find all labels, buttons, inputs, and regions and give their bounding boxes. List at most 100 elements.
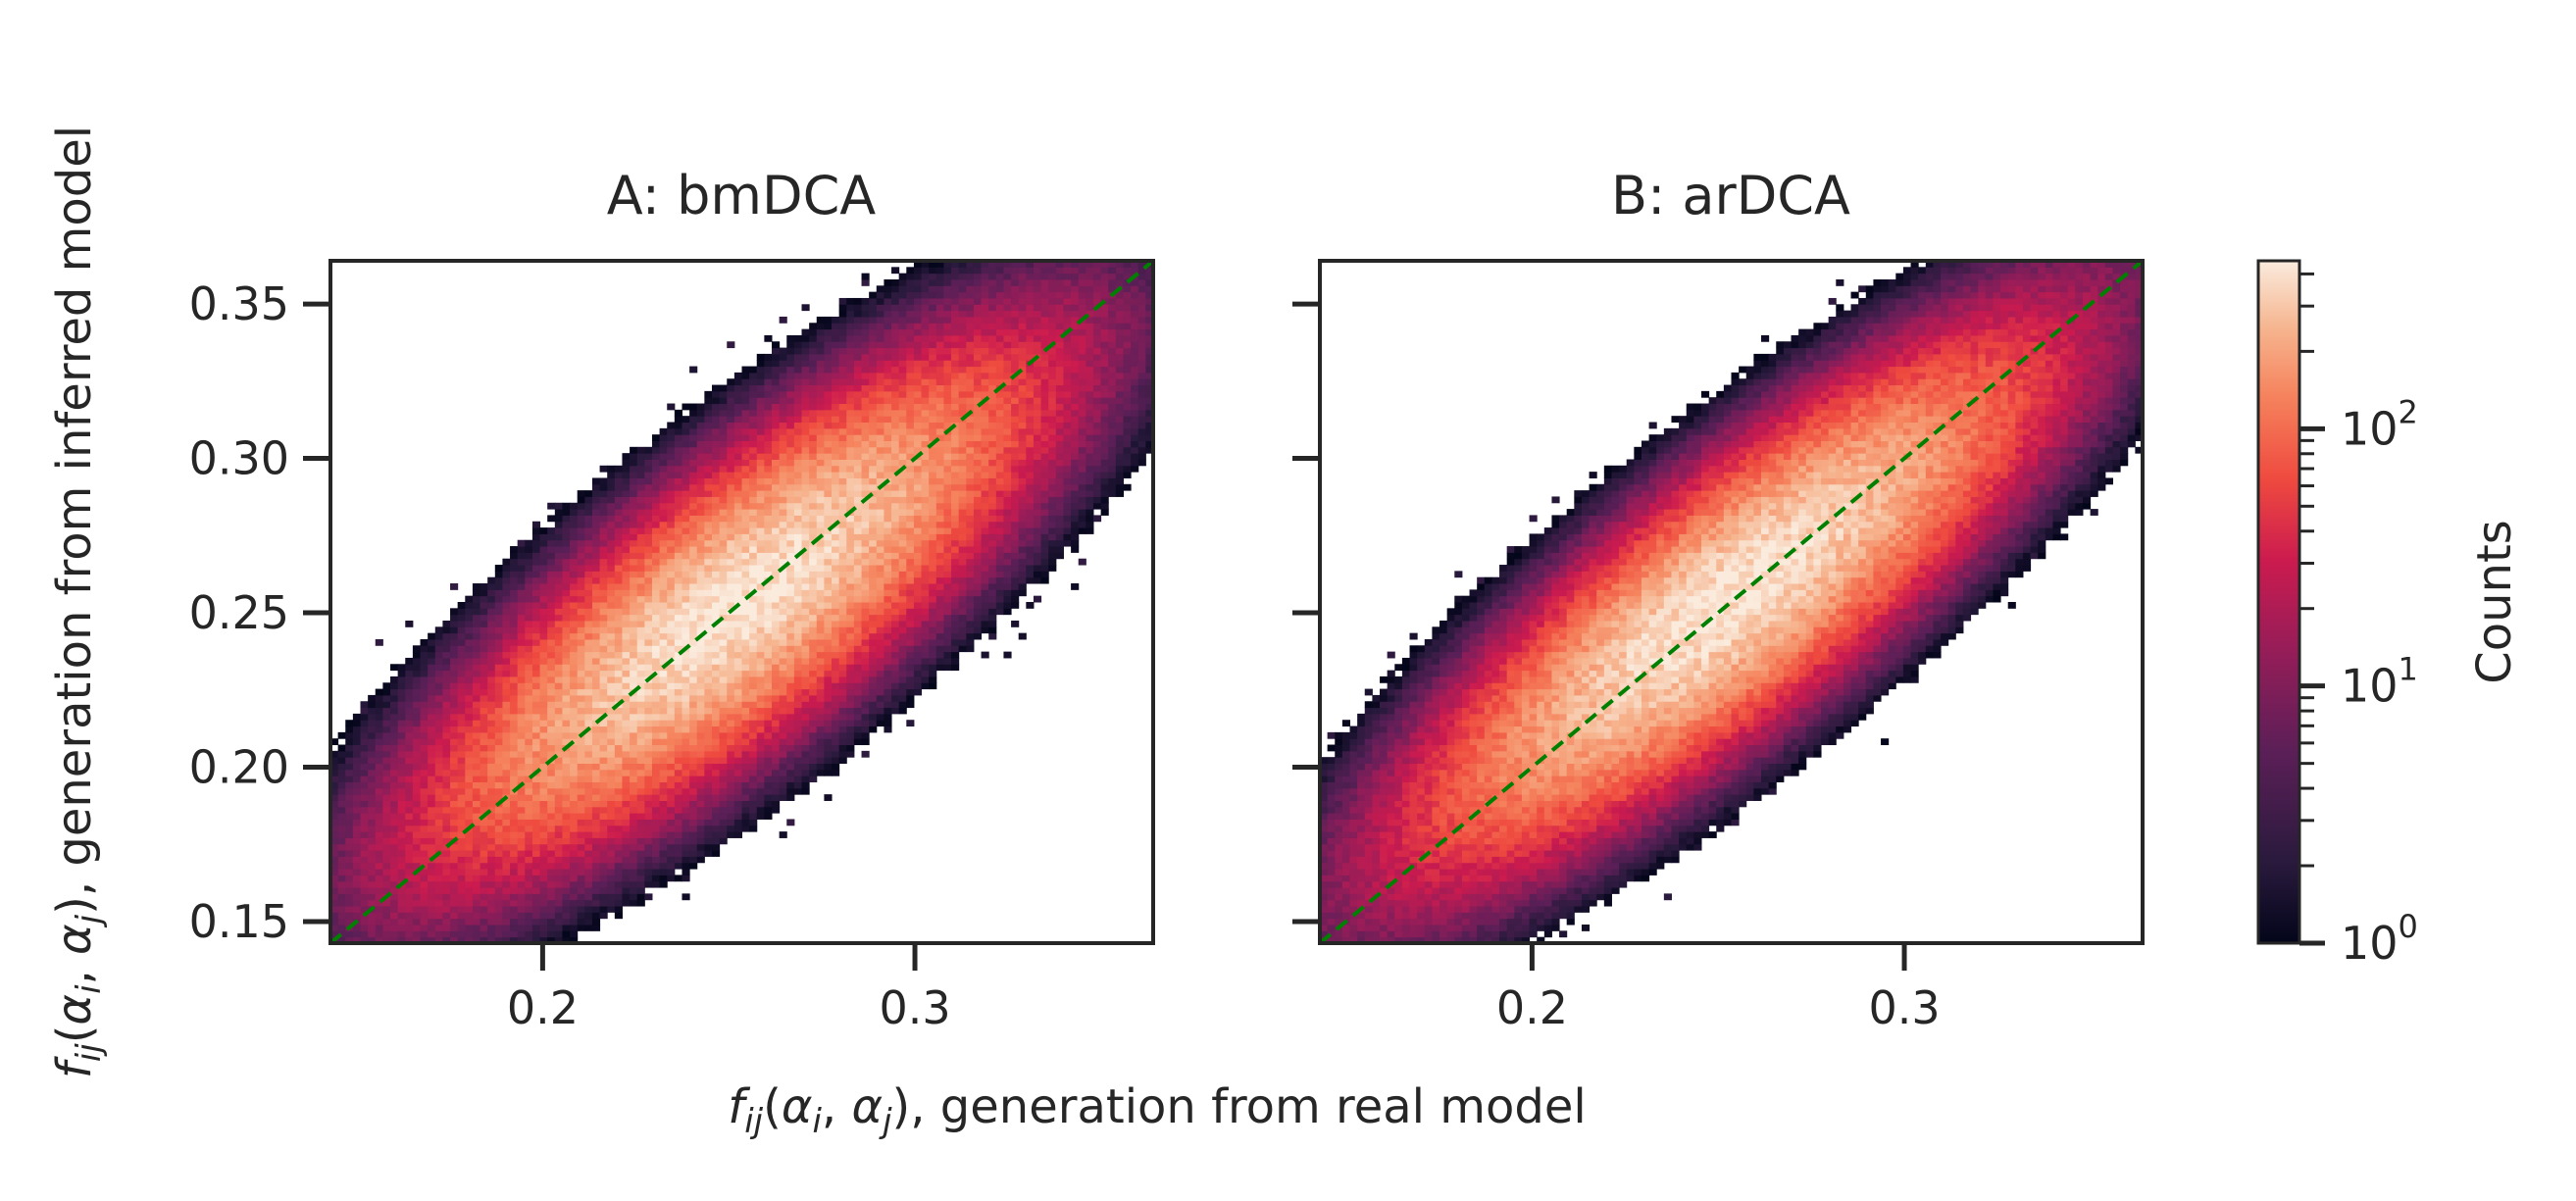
heatmap-cell [375,738,383,746]
heatmap-cell [517,763,526,771]
heatmap-cell [711,626,721,634]
heatmap-cell [412,856,422,864]
heatmap-cell [756,446,765,454]
heatmap-cell [599,682,608,690]
heatmap-cell [711,731,721,739]
heatmap-cell [682,583,690,590]
heatmap-cell [502,787,511,795]
heatmap-cell [547,713,556,721]
heatmap-cell [733,527,742,534]
heatmap-cell [711,509,721,516]
heatmap-cell [517,682,526,690]
heatmap-cell [809,397,818,405]
heatmap-cell [651,632,661,640]
heatmap-cell [861,701,870,709]
heatmap-cell [531,831,541,838]
heatmap-cell [704,496,713,504]
heatmap-cell [630,608,638,616]
heatmap-cell [727,676,735,683]
heatmap-cell [510,912,519,920]
heatmap-cell [846,515,855,523]
heatmap-cell [832,701,840,709]
heatmap-cell [390,707,399,715]
heatmap-cell [494,713,503,721]
heatmap-cell [674,750,682,758]
heatmap-cell [502,781,511,789]
heatmap-cell [838,416,847,424]
heatmap-cell [375,843,383,851]
heatmap-cell [772,565,781,572]
heatmap-cell [861,546,870,553]
heatmap-cell [682,701,690,709]
heatmap-cell [733,813,742,820]
heatmap-cell [793,490,803,497]
heatmap-cell [390,776,399,782]
heatmap-cell [614,682,623,690]
heatmap-cell [876,670,884,677]
heatmap-cell [457,912,466,920]
heatmap-cell [719,813,728,820]
heatmap-cell [390,731,399,739]
heatmap-cell [741,707,750,715]
heatmap-cell [786,477,795,485]
heatmap-cell [547,576,556,584]
heatmap-cell [704,694,713,702]
heatmap-cell [330,918,339,926]
heatmap-cell [846,638,855,646]
heatmap-cell [502,813,511,820]
heatmap-cell [772,397,781,405]
heatmap-cell [622,869,631,876]
heatmap-cell [696,440,705,448]
heatmap-cell [517,657,526,665]
heatmap-cell [824,757,833,765]
heatmap-cell [457,856,466,864]
heatmap-cell [898,477,907,485]
heatmap-cell [622,713,631,721]
heatmap-cell [599,781,608,789]
heatmap-cell [428,925,436,931]
heatmap-cell [711,738,721,746]
heatmap-cell [531,632,541,640]
heatmap-cell [517,850,526,857]
heatmap-cell [786,664,795,672]
heatmap-cell [525,744,533,752]
heatmap-cell [622,875,631,882]
heatmap-cell [494,750,503,758]
heatmap-cell [891,676,900,683]
heatmap-cell [756,403,765,411]
heatmap-cell [352,887,362,894]
heatmap-cell [846,397,855,405]
heatmap-cell [622,688,631,696]
heatmap-cell [764,763,773,771]
heatmap-cell [861,614,870,622]
heatmap-cell [741,472,750,478]
heatmap-cell [644,670,653,677]
heatmap-cell [390,738,399,746]
heatmap-cell [622,477,631,485]
heatmap-cell [622,546,631,553]
heatmap-cell [704,403,713,411]
heatmap-cell [428,819,436,826]
heatmap-cell [337,763,346,771]
heatmap-cell [420,825,429,832]
heatmap-cell [487,731,496,739]
heatmap-cell [898,632,907,640]
heatmap-cell [876,328,884,336]
heatmap-cell [360,918,369,926]
heatmap-cell [869,440,878,448]
heatmap-cell [531,707,541,715]
heatmap-cell [584,813,593,820]
heatmap-cell [494,837,503,845]
heatmap-cell [749,694,758,702]
heatmap-cell [764,781,773,789]
heatmap-cell [764,366,773,374]
heatmap-cell [816,589,825,597]
heatmap-cell [853,707,863,715]
heatmap-cell [727,626,735,634]
heatmap-cell [591,738,601,746]
heatmap-cell [375,707,383,715]
heatmap-cell [711,694,721,702]
heatmap-cell [756,776,765,782]
heatmap-cell [704,831,713,838]
heatmap-cell [801,390,810,398]
